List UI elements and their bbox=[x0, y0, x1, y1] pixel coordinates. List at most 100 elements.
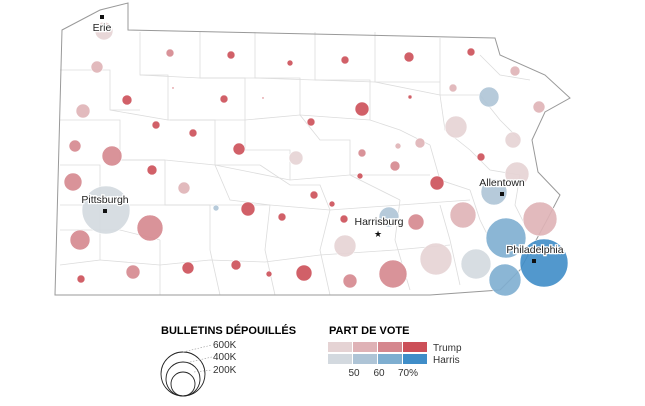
county-bubble-trump bbox=[394, 142, 402, 150]
legend-trump-label: Trump bbox=[433, 343, 462, 354]
county-bubble-trump bbox=[342, 273, 358, 289]
county-bubble-trump bbox=[151, 120, 161, 130]
county-bubbles bbox=[63, 21, 569, 297]
county-bubble-trump bbox=[339, 214, 349, 224]
county-bubble-trump bbox=[230, 259, 242, 271]
county-bubble-harris bbox=[519, 238, 569, 288]
county-bubble-trump bbox=[75, 103, 91, 119]
county-bubble-trump bbox=[509, 65, 521, 77]
county-bubble-trump bbox=[504, 131, 522, 149]
vote-tick-60: 60 bbox=[373, 368, 385, 379]
county-bubble-trump bbox=[68, 139, 82, 153]
county-bubble-trump bbox=[226, 50, 236, 60]
city-label: Pittsburgh bbox=[81, 194, 128, 206]
county-bubble-trump bbox=[476, 152, 486, 162]
county-bubble-trump bbox=[165, 48, 175, 58]
county-bubble-trump bbox=[419, 242, 453, 276]
county-bubble-trump bbox=[429, 175, 445, 191]
size-label-400k: 400K bbox=[213, 352, 237, 363]
county-bubble-trump bbox=[306, 117, 316, 127]
county-bubble-trump bbox=[504, 161, 530, 187]
county-bubble-trump bbox=[340, 55, 350, 65]
size-label-200k: 200K bbox=[213, 365, 237, 376]
city-marker-icon bbox=[103, 209, 107, 213]
county-bubble-trump bbox=[449, 201, 477, 229]
county-bubble-trump bbox=[94, 21, 114, 41]
swatch-harris bbox=[403, 354, 427, 364]
county-bubble-trump bbox=[414, 137, 426, 149]
city-label: Harrisburg bbox=[354, 216, 403, 228]
county-bubble-harris bbox=[460, 248, 492, 280]
swatch-trump bbox=[378, 342, 402, 352]
county-bubble-trump bbox=[188, 128, 198, 138]
city-marker-icon bbox=[100, 15, 104, 19]
county-bubble-trump bbox=[448, 83, 458, 93]
vote-legend-title: PART DE VOTE bbox=[329, 325, 409, 337]
county-bubble-trump bbox=[232, 142, 246, 156]
size-legend-circles bbox=[160, 351, 206, 397]
county-bubble-trump bbox=[354, 101, 370, 117]
county-bubble-trump bbox=[407, 94, 413, 100]
county-bubble-trump bbox=[121, 94, 133, 106]
county-bubble-trump bbox=[309, 190, 319, 200]
size-circle-600k bbox=[160, 351, 206, 397]
county-bubble-harris bbox=[378, 206, 400, 228]
county-bubble-trump bbox=[403, 51, 415, 63]
county-bubble-trump bbox=[389, 160, 401, 172]
county-bubble-trump bbox=[101, 145, 123, 167]
county-bubble-trump bbox=[333, 234, 357, 258]
city-label: Erie bbox=[93, 22, 112, 34]
vote-tick-70: 70% bbox=[398, 368, 418, 379]
county-bubble-trump bbox=[177, 181, 191, 195]
county-bubble-harris bbox=[478, 86, 500, 108]
county-bubble-harris bbox=[212, 204, 220, 212]
swatch-trump bbox=[403, 342, 427, 352]
swatch-harris bbox=[353, 354, 377, 364]
swatch-trump bbox=[328, 342, 352, 352]
county-bubble-harris bbox=[480, 178, 508, 206]
county-bubble-trump bbox=[240, 201, 256, 217]
county-bubble-trump bbox=[532, 100, 546, 114]
swatch-harris bbox=[328, 354, 352, 364]
county-bubble-trump bbox=[328, 200, 336, 208]
city-markers: Erie Pittsburgh Allentown ★Harrisburg Philad… bbox=[80, 15, 565, 263]
vote-swatches bbox=[328, 342, 427, 364]
county-bubble-trump bbox=[522, 201, 558, 237]
county-bubble-trump bbox=[356, 172, 364, 180]
county-bubble-trump bbox=[181, 261, 195, 275]
county-bubble-trump bbox=[378, 259, 408, 289]
county-bubble-harris bbox=[485, 217, 527, 259]
size-legend-title: BULLETINS DÉPOUILLÉS bbox=[161, 324, 296, 337]
county-bubble-trump bbox=[444, 115, 468, 139]
county-bubble-trump bbox=[288, 150, 304, 166]
swatch-trump bbox=[353, 342, 377, 352]
county-bubble-trump bbox=[219, 94, 229, 104]
county-bubble-trump bbox=[261, 96, 265, 100]
state-outline bbox=[54, 2, 571, 296]
capital-star-icon: ★ bbox=[374, 229, 382, 239]
county-bubble-harris bbox=[488, 263, 522, 297]
county-bubble-trump bbox=[286, 59, 294, 67]
swatch-harris bbox=[378, 354, 402, 364]
county-bubble-trump bbox=[69, 229, 91, 251]
county-bubble-trump bbox=[90, 60, 104, 74]
size-circle-200k bbox=[170, 371, 196, 397]
size-circle-400k bbox=[165, 361, 201, 397]
county-bubble-trump bbox=[146, 164, 158, 176]
size-label-600k: 600K bbox=[213, 340, 237, 351]
county-bubble-trump bbox=[125, 264, 141, 280]
county-bubble-trump bbox=[357, 148, 367, 158]
county-bubble-trump bbox=[466, 47, 476, 57]
county-bubble-trump bbox=[277, 212, 287, 222]
county-bubble-trump bbox=[171, 86, 175, 90]
vote-tick-50: 50 bbox=[348, 368, 360, 379]
county-bubble-trump bbox=[136, 214, 164, 242]
county-bubble-trump bbox=[265, 270, 273, 278]
county-bubble-trump bbox=[295, 264, 313, 282]
county-bubble-trump bbox=[63, 172, 83, 192]
city-label: Philadelphia bbox=[506, 244, 563, 256]
county-bubble-trump bbox=[76, 274, 86, 284]
city-marker-icon bbox=[500, 192, 504, 196]
city-label: Allentown bbox=[479, 177, 525, 189]
